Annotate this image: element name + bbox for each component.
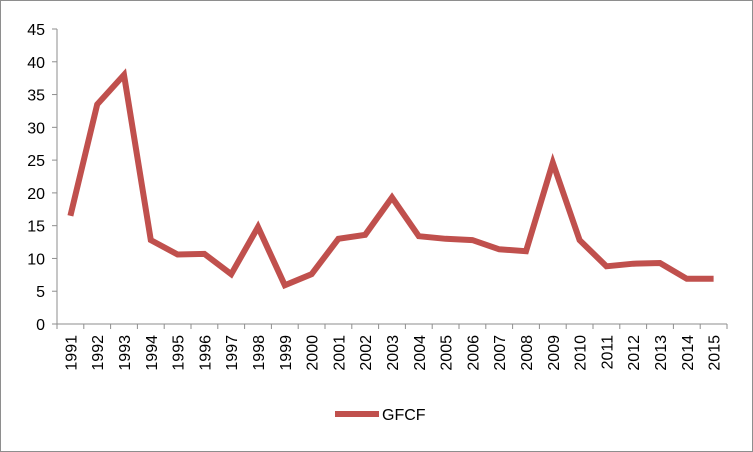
x-tick-label: 2012	[626, 335, 643, 371]
x-tick-label: 2011	[599, 335, 616, 370]
x-tick-label: 2008	[519, 335, 536, 371]
y-axis-tick-labels: 0 5 10 15 20 25 30 35 40 45	[27, 22, 45, 334]
x-tick-label: 2002	[358, 335, 375, 371]
y-tick-label: 30	[27, 120, 45, 137]
x-tick-label: 2006	[465, 335, 482, 371]
y-tick-label: 20	[27, 186, 45, 203]
x-tick-label: 1992	[90, 335, 107, 371]
x-tick-label: 2013	[653, 335, 670, 371]
series-layer	[67, 68, 714, 290]
x-tick-label: 2007	[492, 335, 509, 371]
x-tick-label: 1996	[197, 335, 214, 371]
x-tick-label: 2010	[573, 335, 590, 371]
axes	[52, 28, 728, 329]
x-axis-tick-labels: 1991 1992 1993 1994 1995 1996 1997 1998 1999 2000…	[63, 335, 723, 371]
y-tick-label: 35	[27, 88, 45, 105]
x-tick-label: 2005	[439, 335, 456, 371]
legend: GFCF	[335, 407, 426, 424]
x-tick-label: 2014	[680, 335, 697, 371]
y-tick-label: 10	[27, 251, 45, 268]
y-tick-label: 5	[36, 284, 45, 301]
y-tick-label: 45	[27, 22, 45, 39]
y-tick-label: 25	[27, 153, 45, 170]
series-line-gfcf	[67, 68, 714, 290]
x-tick-label: 1994	[144, 335, 161, 371]
y-tick-label: 0	[36, 317, 45, 334]
x-tick-label: 2009	[546, 335, 563, 371]
x-tick-label: 2000	[305, 335, 322, 371]
x-tick-label: 1998	[251, 335, 268, 371]
x-tick-label: 1993	[117, 335, 134, 371]
x-tick-label: 1991	[63, 335, 80, 371]
y-tick-label: 40	[27, 55, 45, 72]
x-tick-label: 2004	[412, 335, 429, 371]
x-tick-label: 2015	[707, 335, 724, 371]
x-tick-label: 1995	[171, 335, 188, 371]
x-tick-label: 1999	[278, 335, 295, 371]
x-tick-label: 2003	[385, 335, 402, 371]
legend-label-gfcf: GFCF	[382, 407, 426, 424]
x-tick-label: 2001	[331, 335, 348, 371]
y-tick-label: 15	[27, 219, 45, 236]
x-tick-label: 1997	[224, 335, 241, 371]
